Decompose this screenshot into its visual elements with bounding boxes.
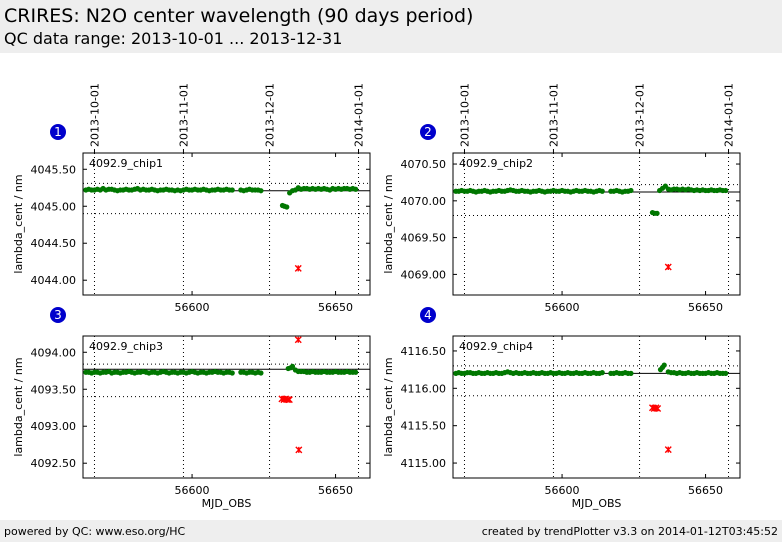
- footer-credit[interactable]: powered by QC: www.eso.org/HC: [4, 525, 186, 538]
- y-tick-label: 4115.00: [401, 457, 447, 470]
- date-tick-label: 2013-10-01: [458, 83, 471, 147]
- y-axis-label: lambda_cent / nm: [382, 174, 395, 273]
- trend-plot: 2013-10-01 2013-11-01 2013-12-01 2014-01-01…: [12, 83, 741, 510]
- panel-label: 4092.9_chip2: [459, 157, 533, 170]
- y-tick-label: 4070.50: [401, 158, 447, 171]
- data-point: [258, 370, 264, 376]
- y-axis-label: lambda_cent / nm: [12, 174, 25, 273]
- y-tick-label: 4115.50: [401, 420, 447, 433]
- data-point: [599, 188, 605, 194]
- y-axis-label: lambda_cent / nm: [12, 357, 25, 456]
- data-point: [229, 370, 235, 376]
- panel-label: 4092.9_chip1: [89, 157, 163, 170]
- date-tick-label: 2013-10-01: [88, 83, 101, 147]
- data-point: [723, 370, 729, 376]
- y-tick-label: 4045.00: [31, 200, 77, 213]
- x-tick-label: 56650: [318, 301, 353, 314]
- data-point: [628, 187, 634, 194]
- y-tick-label: 4094.00: [31, 346, 77, 359]
- panel-number: 3: [54, 308, 62, 322]
- y-tick-label: 4116.00: [401, 382, 447, 395]
- y-tick-label: 4045.50: [31, 163, 77, 176]
- panel-number: 1: [54, 125, 62, 139]
- panel-label: 4092.9_chip3: [89, 340, 163, 353]
- date-tick-label: 2014-01-01: [353, 83, 366, 147]
- panel-number-badge: [50, 124, 66, 140]
- plot-area-4: [452, 335, 741, 479]
- panel-label: 4092.9_chip4: [459, 340, 533, 353]
- x-axis-label: MJD_OBS: [572, 497, 622, 510]
- data-point: [723, 187, 729, 194]
- y-tick-label: 4069.50: [401, 232, 447, 245]
- x-tick-label: 56600: [545, 484, 580, 497]
- data-point: [654, 210, 660, 216]
- outlier-point: [295, 446, 303, 454]
- footer-generator-info: created by trendPlotter v3.3 on 2014-01-…: [481, 525, 778, 538]
- outlier-point: [294, 336, 302, 344]
- y-axis-label: lambda_cent / nm: [382, 357, 395, 456]
- plot-area-2: [452, 152, 741, 296]
- footer: powered by QC: www.eso.org/HC created by…: [0, 520, 782, 542]
- outlier-point: [654, 405, 662, 412]
- data-point: [661, 362, 667, 368]
- panel-number: 2: [424, 125, 432, 139]
- x-tick-label: 56650: [688, 484, 723, 497]
- x-tick-label: 56600: [175, 301, 210, 314]
- outlier-point: [664, 446, 672, 454]
- y-tick-label: 4116.50: [401, 345, 447, 358]
- date-tick-label: 2013-12-01: [634, 83, 647, 147]
- y-tick-label: 4092.50: [31, 457, 77, 470]
- x-tick-label: 56600: [545, 301, 580, 314]
- date-tick-label: 2013-11-01: [177, 83, 190, 147]
- y-tick-label: 4070.00: [401, 195, 447, 208]
- x-tick-label: 56600: [175, 484, 210, 497]
- y-tick-label: 4069.00: [401, 268, 447, 281]
- header: CRIRES: N2O center wavelength (90 days p…: [0, 0, 782, 53]
- data-point: [353, 369, 359, 375]
- data-point: [353, 186, 359, 192]
- x-tick-label: 56650: [688, 301, 723, 314]
- panel-number-badge: [50, 307, 66, 323]
- y-tick-label: 4093.00: [31, 420, 77, 433]
- outlier-point: [285, 396, 293, 404]
- page-title: CRIRES: N2O center wavelength (90 days p…: [4, 5, 474, 27]
- date-tick-label: 2013-12-01: [264, 83, 277, 147]
- page-subtitle: QC data range: 2013-10-01 ... 2013-12-31: [4, 29, 343, 48]
- x-tick-label: 56650: [318, 484, 353, 497]
- data-point: [628, 370, 634, 376]
- date-tick-label: 2014-01-01: [723, 83, 736, 147]
- panel-number-badge: [420, 307, 436, 323]
- data-point: [229, 187, 235, 193]
- y-tick-label: 4044.50: [31, 237, 77, 250]
- date-tick-label: 2013-11-01: [547, 83, 560, 147]
- panel-number-badge: [420, 124, 436, 140]
- data-point: [284, 204, 290, 210]
- plot-area-3: [82, 335, 371, 479]
- data-point: [289, 363, 296, 369]
- y-tick-label: 4044.00: [31, 274, 77, 287]
- outlier-point: [294, 264, 302, 272]
- data-point: [258, 188, 264, 194]
- plot-area-1: [82, 152, 371, 296]
- x-axis-label: MJD_OBS: [202, 497, 252, 510]
- y-tick-label: 4093.50: [31, 383, 77, 396]
- data-point: [599, 370, 605, 376]
- outlier-point: [664, 263, 672, 271]
- panel-number: 4: [424, 308, 432, 322]
